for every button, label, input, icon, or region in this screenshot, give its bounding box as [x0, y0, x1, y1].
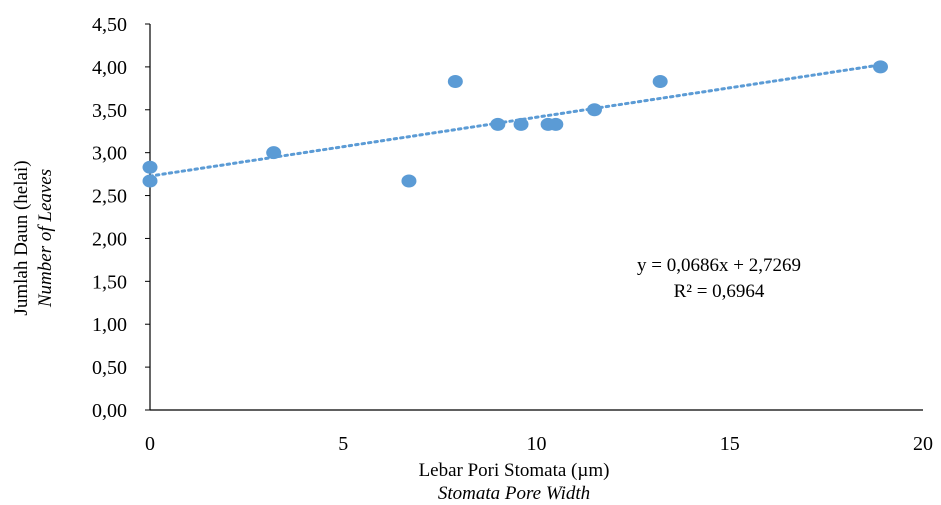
y-tick-label: 1,50 — [92, 271, 127, 293]
x-tick-label: 5 — [338, 433, 348, 455]
data-point — [401, 174, 417, 188]
y-tick-label: 3,50 — [92, 100, 127, 122]
x-tick-labels: 0 5 10 15 20 — [145, 433, 933, 455]
x-axis-subtitle: Stomata Pore Width — [438, 483, 590, 504]
data-point — [266, 146, 282, 160]
x-tick-label: 15 — [720, 433, 740, 455]
y-tick-labels: 0,00 0,50 1,00 1,50 2,00 2,50 3,00 3,50 4,00 4,50 — [92, 14, 150, 422]
data-point — [513, 117, 529, 131]
y-tick-label: 4,00 — [92, 57, 127, 79]
y-tick-label: 0,00 — [92, 400, 127, 422]
y-tick-label: 1,00 — [92, 314, 127, 336]
data-point — [142, 160, 158, 174]
axes — [149, 24, 923, 411]
y-tick-label: 0,50 — [92, 357, 127, 379]
y-tick-label: 2,00 — [92, 228, 127, 250]
data-point — [447, 74, 463, 88]
data-point — [652, 74, 668, 88]
x-tick-label: 10 — [527, 433, 547, 455]
data-point — [142, 174, 158, 188]
trendline-equation: y = 0,0686x + 2,7269 — [637, 255, 801, 276]
y-tick-label: 4,50 — [92, 14, 127, 36]
data-point — [548, 117, 564, 131]
data-points — [142, 60, 888, 188]
x-axis-title: Lebar Pori Stomata (µm) — [419, 460, 610, 481]
trendline-r-squared: R² = 0,6964 — [674, 281, 765, 302]
x-tick-label: 0 — [145, 433, 155, 455]
data-point — [586, 103, 602, 117]
data-point — [490, 117, 506, 131]
data-point — [872, 60, 888, 74]
y-tick-label: 3,00 — [92, 143, 127, 165]
y-axis-subtitle: Number of Leaves — [35, 169, 56, 308]
y-tick-label: 2,50 — [92, 186, 127, 208]
y-axis-title: Jumlah Daun (helai) — [11, 160, 32, 315]
x-tick-label: 20 — [913, 433, 933, 455]
